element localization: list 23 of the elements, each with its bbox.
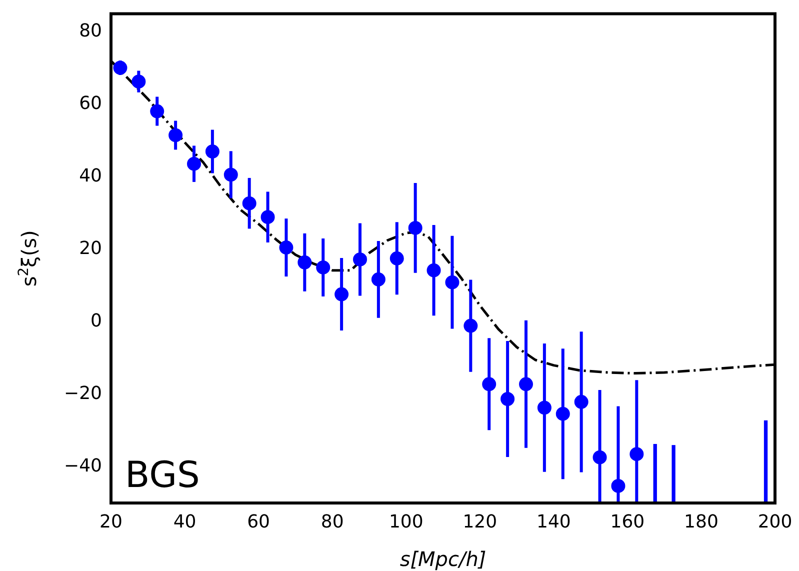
y-tick-label: 0 xyxy=(90,310,102,332)
x-axis-title: s[Mpc/h] xyxy=(400,547,486,571)
annotation: BGS xyxy=(125,455,200,496)
x-tick-label: 200 xyxy=(758,511,792,532)
x-tick-label: 100 xyxy=(388,511,424,532)
y-axis-title: s2ξ(s) xyxy=(16,230,41,287)
bar xyxy=(653,444,657,503)
x-tick-label: 180 xyxy=(684,511,718,532)
bar xyxy=(764,420,768,503)
x-tick-label: 20 xyxy=(100,511,122,532)
bar xyxy=(672,445,676,503)
y-tick-label: 20 xyxy=(79,238,102,260)
y-tick-label: 80 xyxy=(79,20,102,42)
x-tick-label: 140 xyxy=(536,511,571,532)
y-tick-label: −20 xyxy=(64,382,102,404)
y-tick-label: −40 xyxy=(64,455,102,476)
x-tick-label: 60 xyxy=(247,511,270,532)
y-tick-label: 60 xyxy=(79,93,102,114)
x-tick-label: 40 xyxy=(173,511,196,532)
x-tick-label: 120 xyxy=(462,511,498,532)
y-tick-label: 40 xyxy=(79,166,102,187)
x-tick-label: 80 xyxy=(320,511,344,532)
x-tick-label: 160 xyxy=(610,511,645,532)
